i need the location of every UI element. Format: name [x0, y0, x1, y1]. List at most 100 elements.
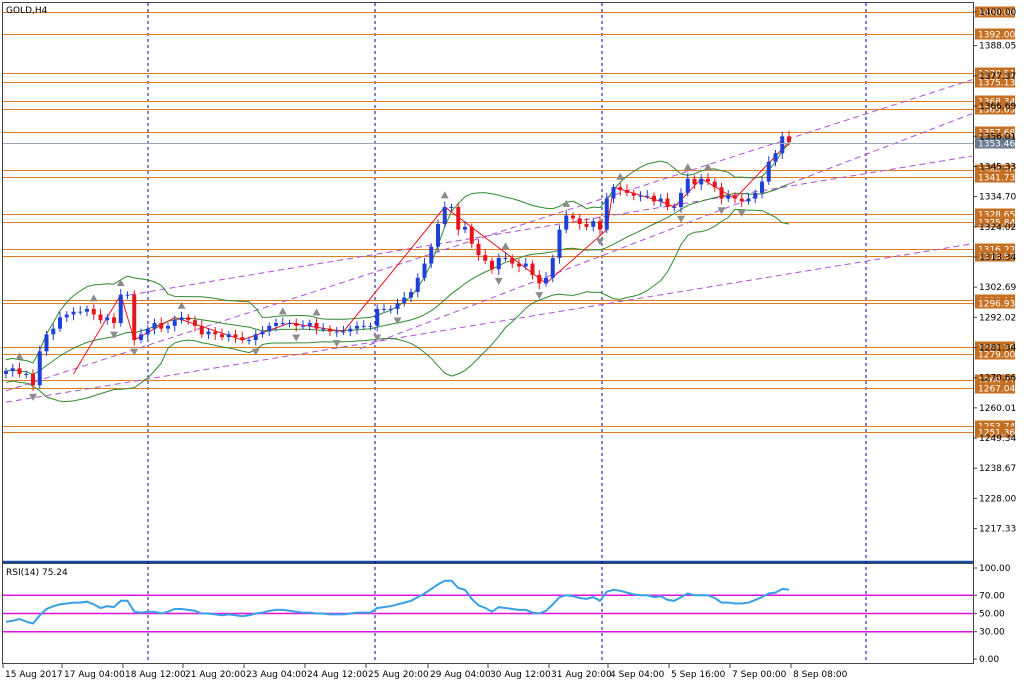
- candle-bull[interactable]: [152, 323, 157, 329]
- trend-line[interactable]: [5, 79, 973, 392]
- candle-bear[interactable]: [456, 207, 461, 230]
- candle-bull[interactable]: [685, 178, 690, 193]
- candle-bull[interactable]: [523, 263, 528, 267]
- candle-bull[interactable]: [645, 195, 650, 197]
- candle-bear[interactable]: [193, 320, 197, 326]
- candle-bull[interactable]: [672, 207, 677, 209]
- candle-bull[interactable]: [361, 325, 366, 327]
- candle-bull[interactable]: [604, 198, 609, 230]
- candle-bull[interactable]: [348, 328, 353, 332]
- trend-line[interactable]: [359, 113, 973, 349]
- candle-bear[interactable]: [787, 136, 791, 142]
- candle-bull[interactable]: [780, 136, 785, 154]
- candle-bull[interactable]: [679, 192, 683, 208]
- candle-bull[interactable]: [375, 308, 380, 326]
- candle-bear[interactable]: [537, 274, 542, 284]
- candle-bear[interactable]: [314, 323, 319, 329]
- candle-bear[interactable]: [112, 317, 116, 324]
- candle-bull[interactable]: [10, 368, 15, 372]
- candle-bull[interactable]: [544, 277, 548, 284]
- candle-bear[interactable]: [17, 368, 22, 374]
- candle-bull[interactable]: [44, 334, 49, 352]
- candle-bull[interactable]: [301, 325, 305, 327]
- candle-bear[interactable]: [294, 323, 299, 326]
- candle-bear[interactable]: [733, 195, 737, 199]
- candle-bull[interactable]: [726, 195, 731, 199]
- candle-bull[interactable]: [550, 257, 555, 278]
- candle-bull[interactable]: [4, 371, 8, 374]
- candle-bull[interactable]: [166, 325, 170, 329]
- candle-bull[interactable]: [179, 317, 184, 321]
- candle-bear[interactable]: [220, 334, 224, 338]
- candle-bear[interactable]: [483, 255, 488, 261]
- candle-bear[interactable]: [240, 337, 245, 340]
- candle-bull[interactable]: [611, 187, 616, 199]
- trend-line[interactable]: [5, 243, 973, 403]
- candle-bear[interactable]: [577, 218, 582, 225]
- candle-bull[interactable]: [436, 224, 440, 247]
- candle-bull[interactable]: [226, 334, 231, 338]
- candle-bear[interactable]: [91, 308, 96, 315]
- candle-bear[interactable]: [159, 323, 164, 329]
- candle-bear[interactable]: [213, 331, 218, 335]
- candle-bear[interactable]: [598, 221, 602, 230]
- candle-bear[interactable]: [625, 190, 629, 193]
- candle-bull[interactable]: [442, 207, 447, 225]
- candle-bear[interactable]: [132, 294, 137, 340]
- candle-bull[interactable]: [382, 308, 386, 310]
- candle-bull[interactable]: [409, 291, 413, 298]
- candle-bull[interactable]: [395, 303, 400, 309]
- candle-bear[interactable]: [530, 263, 535, 275]
- candle-bear[interactable]: [328, 328, 332, 332]
- candle-bear[interactable]: [712, 181, 717, 188]
- candle-bull[interactable]: [564, 215, 569, 230]
- candle-bear[interactable]: [652, 195, 656, 202]
- candle-bull[interactable]: [172, 320, 177, 326]
- candle-bear[interactable]: [584, 224, 589, 227]
- candle-bull[interactable]: [773, 153, 778, 162]
- candle-bear[interactable]: [739, 198, 744, 202]
- candle-bull[interactable]: [746, 198, 751, 202]
- candle-bull[interactable]: [503, 257, 508, 259]
- candle-bull[interactable]: [429, 246, 434, 264]
- candle-bear[interactable]: [571, 215, 575, 219]
- candle-bull[interactable]: [105, 317, 110, 321]
- candle-bull[interactable]: [638, 195, 643, 197]
- candle-bull[interactable]: [118, 294, 123, 324]
- candle-bull[interactable]: [58, 317, 62, 329]
- candle-bear[interactable]: [692, 178, 697, 185]
- candle-bull[interactable]: [287, 323, 292, 325]
- candle-bull[interactable]: [125, 294, 130, 296]
- candle-bull[interactable]: [496, 257, 501, 270]
- candle-bull[interactable]: [260, 331, 265, 335]
- candle-bull[interactable]: [341, 331, 346, 333]
- candle-bear[interactable]: [618, 187, 623, 191]
- candle-bull[interactable]: [753, 192, 758, 199]
- candle-bull[interactable]: [145, 328, 150, 335]
- candle-bull[interactable]: [51, 328, 56, 335]
- candle-bull[interactable]: [274, 323, 278, 326]
- candle-bull[interactable]: [415, 277, 420, 292]
- candle-bull[interactable]: [658, 198, 663, 202]
- candle-bull[interactable]: [267, 325, 272, 332]
- candle-bull[interactable]: [368, 325, 373, 327]
- candle-bull[interactable]: [422, 263, 427, 278]
- candle-bull[interactable]: [85, 308, 89, 312]
- candle-bull[interactable]: [355, 325, 359, 329]
- candle-bull[interactable]: [388, 308, 393, 310]
- candle-bull[interactable]: [463, 226, 467, 230]
- candle-bull[interactable]: [766, 161, 771, 182]
- candle-bull[interactable]: [71, 311, 76, 315]
- candle-bear[interactable]: [98, 314, 103, 321]
- candle-bull[interactable]: [37, 351, 42, 386]
- candle-bull[interactable]: [78, 311, 83, 313]
- candle-bear[interactable]: [233, 334, 238, 338]
- candle-bull[interactable]: [253, 334, 258, 340]
- candle-bear[interactable]: [631, 192, 636, 196]
- candle-bull[interactable]: [307, 323, 312, 326]
- candle-bull[interactable]: [64, 314, 69, 318]
- candle-bear[interactable]: [665, 198, 670, 208]
- candle-bull[interactable]: [402, 297, 407, 304]
- candle-bear[interactable]: [199, 325, 204, 335]
